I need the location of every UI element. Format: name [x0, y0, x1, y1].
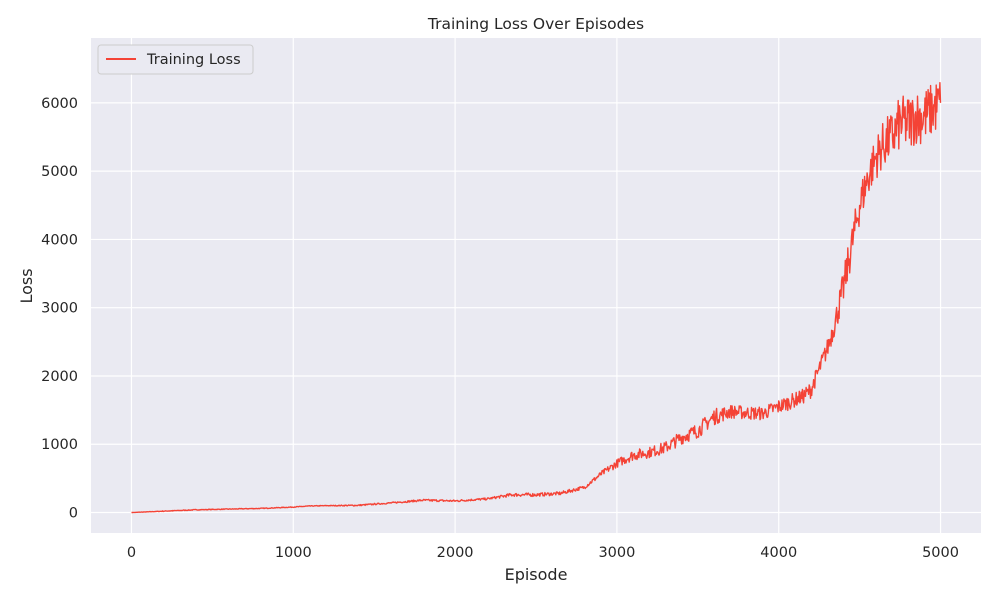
x-tick-label: 1000 [275, 545, 312, 561]
y-tick-label: 0 [69, 506, 78, 522]
series-line-training-loss [131, 82, 942, 514]
y-tick-label: 6000 [41, 96, 78, 112]
y-tick-label: 5000 [41, 164, 78, 180]
legend: Training Loss [97, 44, 254, 75]
x-tick-label: 3000 [598, 545, 635, 561]
y-axis-label: Loss [17, 268, 36, 303]
line-series [131, 82, 942, 514]
x-tick-label: 5000 [922, 545, 959, 561]
plot-area [91, 38, 981, 533]
y-tick-label: 3000 [41, 301, 78, 317]
tick-labels: 0 1000 2000 3000 4000 5000 0 1000 2000 3000 4000 50… [41, 96, 959, 561]
x-axis-label: Episode [505, 565, 568, 584]
y-tick-label: 2000 [41, 369, 78, 385]
x-tick-label: 2000 [437, 545, 474, 561]
y-tick-label: 4000 [41, 232, 78, 248]
grid [91, 38, 981, 533]
y-tick-label: 1000 [41, 437, 78, 453]
legend-box [97, 44, 254, 75]
x-tick-label: 0 [127, 545, 136, 561]
legend-label: Training Loss [146, 52, 241, 68]
x-tick-label: 4000 [760, 545, 797, 561]
chart-title: Training Loss Over Episodes [427, 15, 644, 33]
